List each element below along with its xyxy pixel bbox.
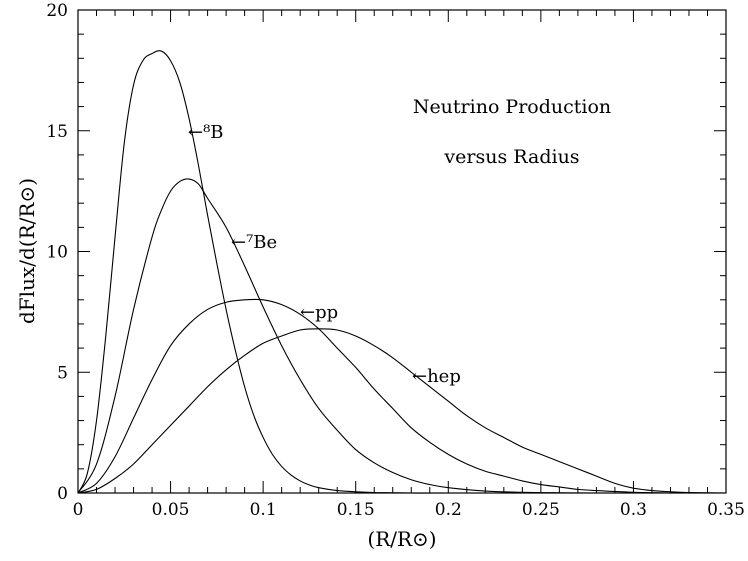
series-line-pp: [77, 298, 671, 494]
x-tick-label: 0.1: [250, 500, 277, 520]
x-tick-label: 0: [73, 500, 84, 520]
y-tick-labels: 0 5 10 15 20: [46, 1, 68, 504]
series-curves: [77, 50, 727, 494]
series-label-7Be: ←⁷Be: [231, 232, 277, 253]
x-tick-label: 0.05: [152, 500, 190, 520]
annotation-line-1: Neutrino Production: [413, 96, 611, 118]
x-tick-label: 0.15: [337, 500, 375, 520]
series-label-hep: ←hep: [412, 366, 461, 387]
y-tick-label: 15: [46, 122, 68, 142]
x-tick-label: 0.3: [620, 500, 647, 520]
y-tick-label: 5: [57, 363, 68, 383]
x-tick-label: 0.25: [522, 500, 560, 520]
series-label-8B: ←⁸B: [188, 122, 224, 143]
x-tick-label: 0.2: [435, 500, 462, 520]
series-label-pp: ←pp: [300, 302, 338, 323]
series-line-8B: [77, 50, 541, 494]
y-tick-label: 20: [46, 1, 68, 21]
series-line-7Be: [77, 178, 597, 494]
y-axis-title: dFlux/d(R/R⊙): [15, 178, 39, 324]
x-tick-label: 0.35: [707, 500, 745, 520]
y-tick-label: 0: [57, 484, 68, 504]
annotation-line-2: versus Radius: [443, 146, 579, 168]
x-axis-title: (R/R⊙): [367, 527, 436, 551]
y-tick-label: 10: [46, 243, 68, 263]
x-tick-labels: 0 0.05 0.1 0.15 0.2 0.25 0.3 0.35: [73, 500, 745, 520]
series-line-hep: [77, 328, 727, 494]
